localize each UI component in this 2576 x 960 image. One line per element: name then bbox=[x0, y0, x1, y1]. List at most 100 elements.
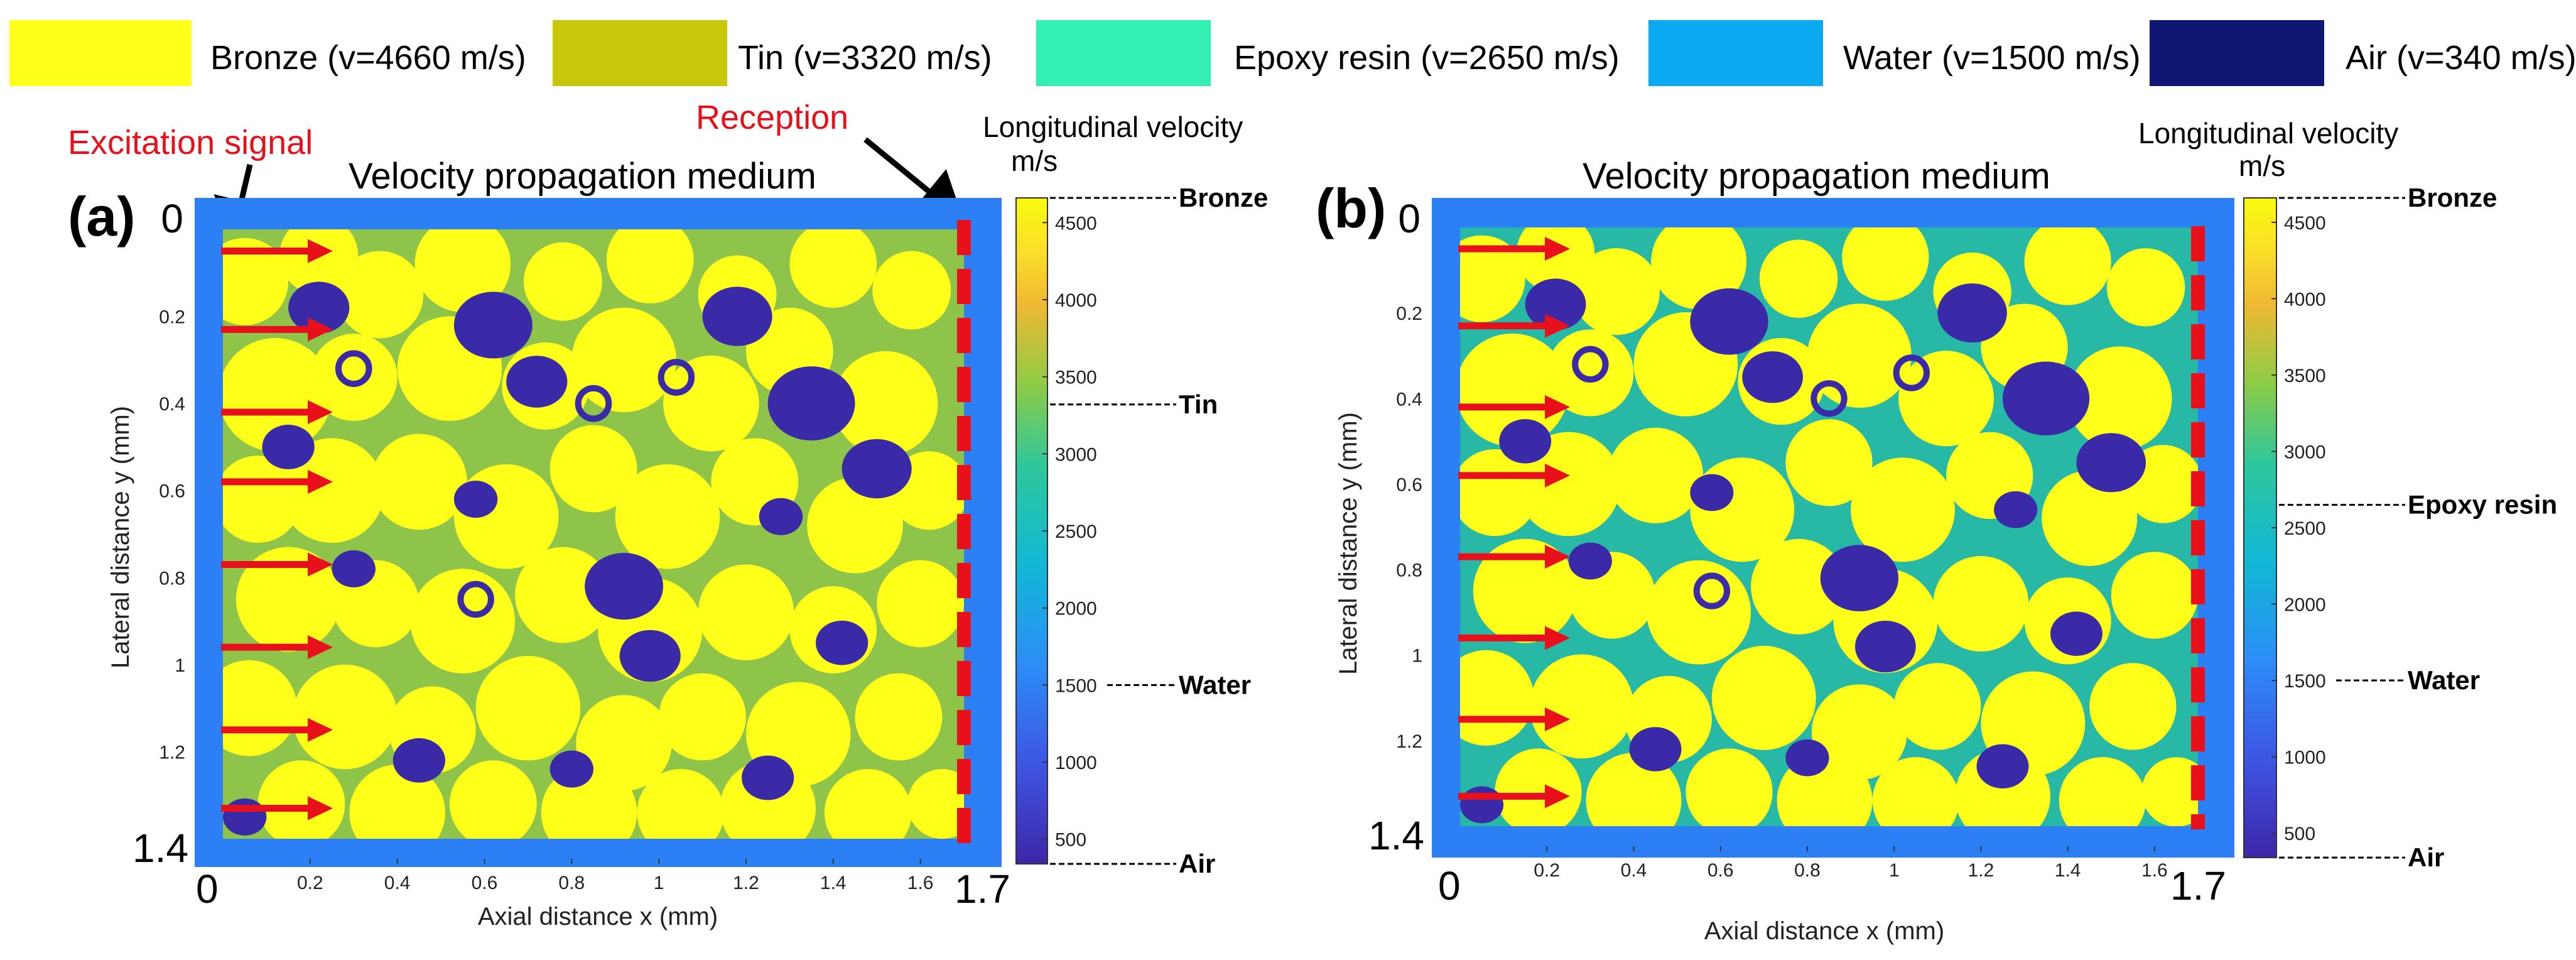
colorbar-tick-label: 1500 bbox=[2284, 671, 2326, 692]
excitation-arrow-head bbox=[308, 635, 333, 660]
bronze-particle bbox=[414, 229, 511, 312]
bronze-particle bbox=[2059, 757, 2146, 826]
air-void bbox=[2050, 611, 2102, 656]
ring-void bbox=[335, 350, 372, 388]
legend-label-water: Water (v=1500 m/s) bbox=[1843, 39, 2141, 77]
panel-b-y-ticks: 0.2 0.4 0.6 0.8 1 1.2 bbox=[1396, 303, 1422, 752]
panel-a-y-start: 0 bbox=[161, 196, 183, 241]
panel-a: (a) Velocity propagation medium 0.2 0.4 0.… bbox=[68, 111, 1268, 930]
bronze-particle bbox=[2089, 663, 2177, 750]
excitation-signal-label: Excitation signal bbox=[68, 124, 313, 161]
excitation-arrow-head bbox=[1545, 784, 1570, 809]
air-void bbox=[619, 630, 681, 682]
y-tick-label: 0.8 bbox=[159, 568, 185, 589]
bronze-particle bbox=[1807, 303, 1912, 408]
panel-b-x-start: 0 bbox=[1438, 863, 1461, 908]
bronze-particle bbox=[371, 434, 467, 530]
air-void bbox=[1937, 283, 2007, 343]
ring-void bbox=[457, 581, 494, 618]
air-void bbox=[1994, 491, 2038, 528]
bronze-particle bbox=[336, 251, 424, 339]
y-tick-label: 0.4 bbox=[1396, 389, 1422, 410]
air-void bbox=[332, 550, 376, 587]
panel-a-label: (a) bbox=[68, 185, 136, 248]
bronze-particle bbox=[1547, 329, 1634, 417]
bronze-particle bbox=[310, 334, 398, 421]
air-void bbox=[453, 481, 498, 518]
excitation-arrow-head bbox=[1545, 707, 1570, 731]
air-void bbox=[1690, 474, 1734, 511]
colorbar-tick-label: 2500 bbox=[2284, 518, 2326, 539]
bronze-particle bbox=[475, 655, 581, 761]
panel-b-colorbar: 500 1000 1500 2000 2500 3000 3500 4000 4500 Bron… bbox=[2138, 117, 2557, 872]
bronze-particle bbox=[807, 477, 903, 574]
y-tick-label: 0.6 bbox=[1396, 474, 1422, 495]
excitation-arrow-head bbox=[308, 717, 333, 742]
bronze-particle bbox=[1872, 757, 1959, 826]
bronze-particle bbox=[1495, 748, 1582, 826]
legend-swatch-epoxy bbox=[1036, 20, 1211, 86]
air-void bbox=[2076, 433, 2146, 493]
ring-void bbox=[1893, 354, 1930, 391]
legend-label-air: Air (v=340 m/s) bbox=[2346, 39, 2576, 77]
panel-a-x-end: 1.7 bbox=[955, 866, 1010, 912]
air-void bbox=[742, 755, 794, 800]
excitation-arrow-head bbox=[308, 400, 333, 424]
air-void bbox=[453, 292, 533, 359]
excitation-arrow-head bbox=[308, 317, 333, 342]
bronze-particle bbox=[449, 760, 537, 839]
legend-item-air: Air (v=340 m/s) bbox=[2150, 20, 2576, 86]
legend-item-water: Water (v=1500 m/s) bbox=[1648, 20, 2141, 86]
x-tick-label: 0.8 bbox=[558, 873, 585, 893]
excitation-arrow-head bbox=[308, 552, 333, 577]
x-tick-label: 1.2 bbox=[733, 873, 759, 893]
excitation-arrow-head bbox=[308, 469, 333, 494]
ring-void bbox=[1572, 346, 1609, 383]
air-void bbox=[506, 356, 568, 408]
legend-swatch-tin bbox=[553, 20, 727, 86]
bronze-particle bbox=[1516, 432, 1621, 537]
x-tick-label: 1.6 bbox=[2141, 860, 2168, 881]
air-void bbox=[1820, 545, 1899, 612]
colorbar-tick-label: 1000 bbox=[1055, 753, 1097, 773]
x-tick-label: 0.2 bbox=[1534, 860, 1560, 881]
colorbar-tick-label: 2000 bbox=[2284, 595, 2326, 616]
reception-label: Reception bbox=[696, 99, 848, 136]
bronze-particle bbox=[1894, 663, 1981, 750]
bronze-particle bbox=[1686, 748, 1773, 826]
panel-b-x-axis-label: Axial distance x (mm) bbox=[1704, 917, 1944, 945]
x-tick-label: 0.2 bbox=[297, 873, 323, 893]
panel-b-y-axis-label: Lateral distance y (mm) bbox=[1334, 412, 1362, 675]
y-tick-label: 0.2 bbox=[1396, 303, 1422, 324]
bronze-particle bbox=[1933, 555, 2029, 652]
y-tick-label: 0.2 bbox=[159, 307, 185, 328]
air-void bbox=[549, 750, 593, 788]
y-tick-label: 0.4 bbox=[159, 394, 185, 415]
colorbar-marker-label: Bronze bbox=[2408, 183, 2497, 212]
air-void bbox=[1499, 419, 1552, 464]
legend-swatch-water bbox=[1648, 20, 1823, 86]
bronze-particle bbox=[872, 251, 951, 330]
panel-a-colorbar-markers: Bronze Tin Water Air bbox=[1050, 183, 1268, 878]
x-tick-label: 0.8 bbox=[1794, 860, 1821, 881]
air-void bbox=[585, 553, 664, 620]
x-tick-label: 0.4 bbox=[384, 873, 411, 893]
panel-a-colorbar-scale bbox=[1015, 197, 1048, 865]
legend: Bronze (v=4660 m/s) Tin (v=3320 m/s) Epo… bbox=[9, 20, 2576, 86]
legend-item-epoxy: Epoxy resin (v=2650 m/s) bbox=[1036, 20, 1620, 86]
y-tick-label: 1.2 bbox=[1396, 731, 1422, 752]
air-void bbox=[816, 620, 869, 665]
air-void bbox=[1568, 542, 1612, 580]
bronze-particle bbox=[907, 769, 964, 839]
y-tick-label: 0.6 bbox=[159, 481, 185, 502]
bronze-particle bbox=[2141, 757, 2198, 826]
colorbar-tick-label: 4500 bbox=[2284, 213, 2326, 234]
air-void bbox=[1976, 744, 2029, 788]
air-void bbox=[392, 738, 446, 783]
colorbar-tick-label: 500 bbox=[1055, 830, 1086, 851]
colorbar-tick-label: 1500 bbox=[1055, 675, 1097, 696]
excitation-arrow-head bbox=[308, 796, 333, 821]
bronze-particle bbox=[1751, 538, 1847, 635]
bronze-particle bbox=[698, 564, 794, 661]
x-tick-label: 1 bbox=[1889, 860, 1900, 881]
